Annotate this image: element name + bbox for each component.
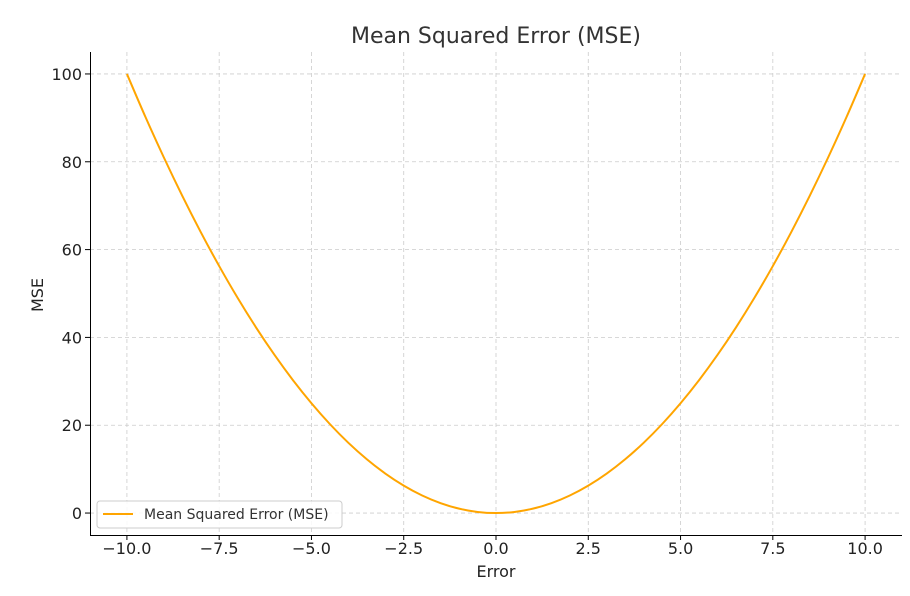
x-tick-label: −7.5 [200, 539, 239, 558]
x-tick-label: 7.5 [760, 539, 785, 558]
x-tick-label: 10.0 [847, 539, 883, 558]
series-layer [125, 73, 867, 515]
y-axis-label: MSE [28, 278, 47, 312]
x-tick-label: −5.0 [292, 539, 331, 558]
x-tick-label: 5.0 [668, 539, 693, 558]
y-tick-label: 100 [51, 65, 82, 84]
x-tick-label: 2.5 [576, 539, 601, 558]
chart-title: Mean Squared Error (MSE) [351, 24, 641, 49]
series-line [125, 73, 867, 515]
y-tick-label: 40 [62, 328, 82, 347]
y-tick-label: 80 [62, 153, 82, 172]
x-tick-label: −2.5 [384, 539, 423, 558]
legend-box [96, 500, 343, 529]
x-axis-label: Error [477, 562, 516, 581]
legend: Mean Squared Error (MSE) [96, 500, 343, 529]
y-tick-label: 0 [72, 504, 82, 523]
y-tick-label: 60 [62, 241, 82, 260]
legend-label: Mean Squared Error (MSE) [144, 507, 329, 523]
x-tick-label: 0.0 [483, 539, 508, 558]
y-tick-label: 20 [62, 416, 82, 435]
x-tick-label: −10.0 [102, 539, 151, 558]
grid [90, 52, 902, 535]
ticks: −10.0 −7.5 −5.0 −2.5 0.0 2.5 5.0 7.5 10.0 0 20 40 60… [51, 65, 882, 558]
